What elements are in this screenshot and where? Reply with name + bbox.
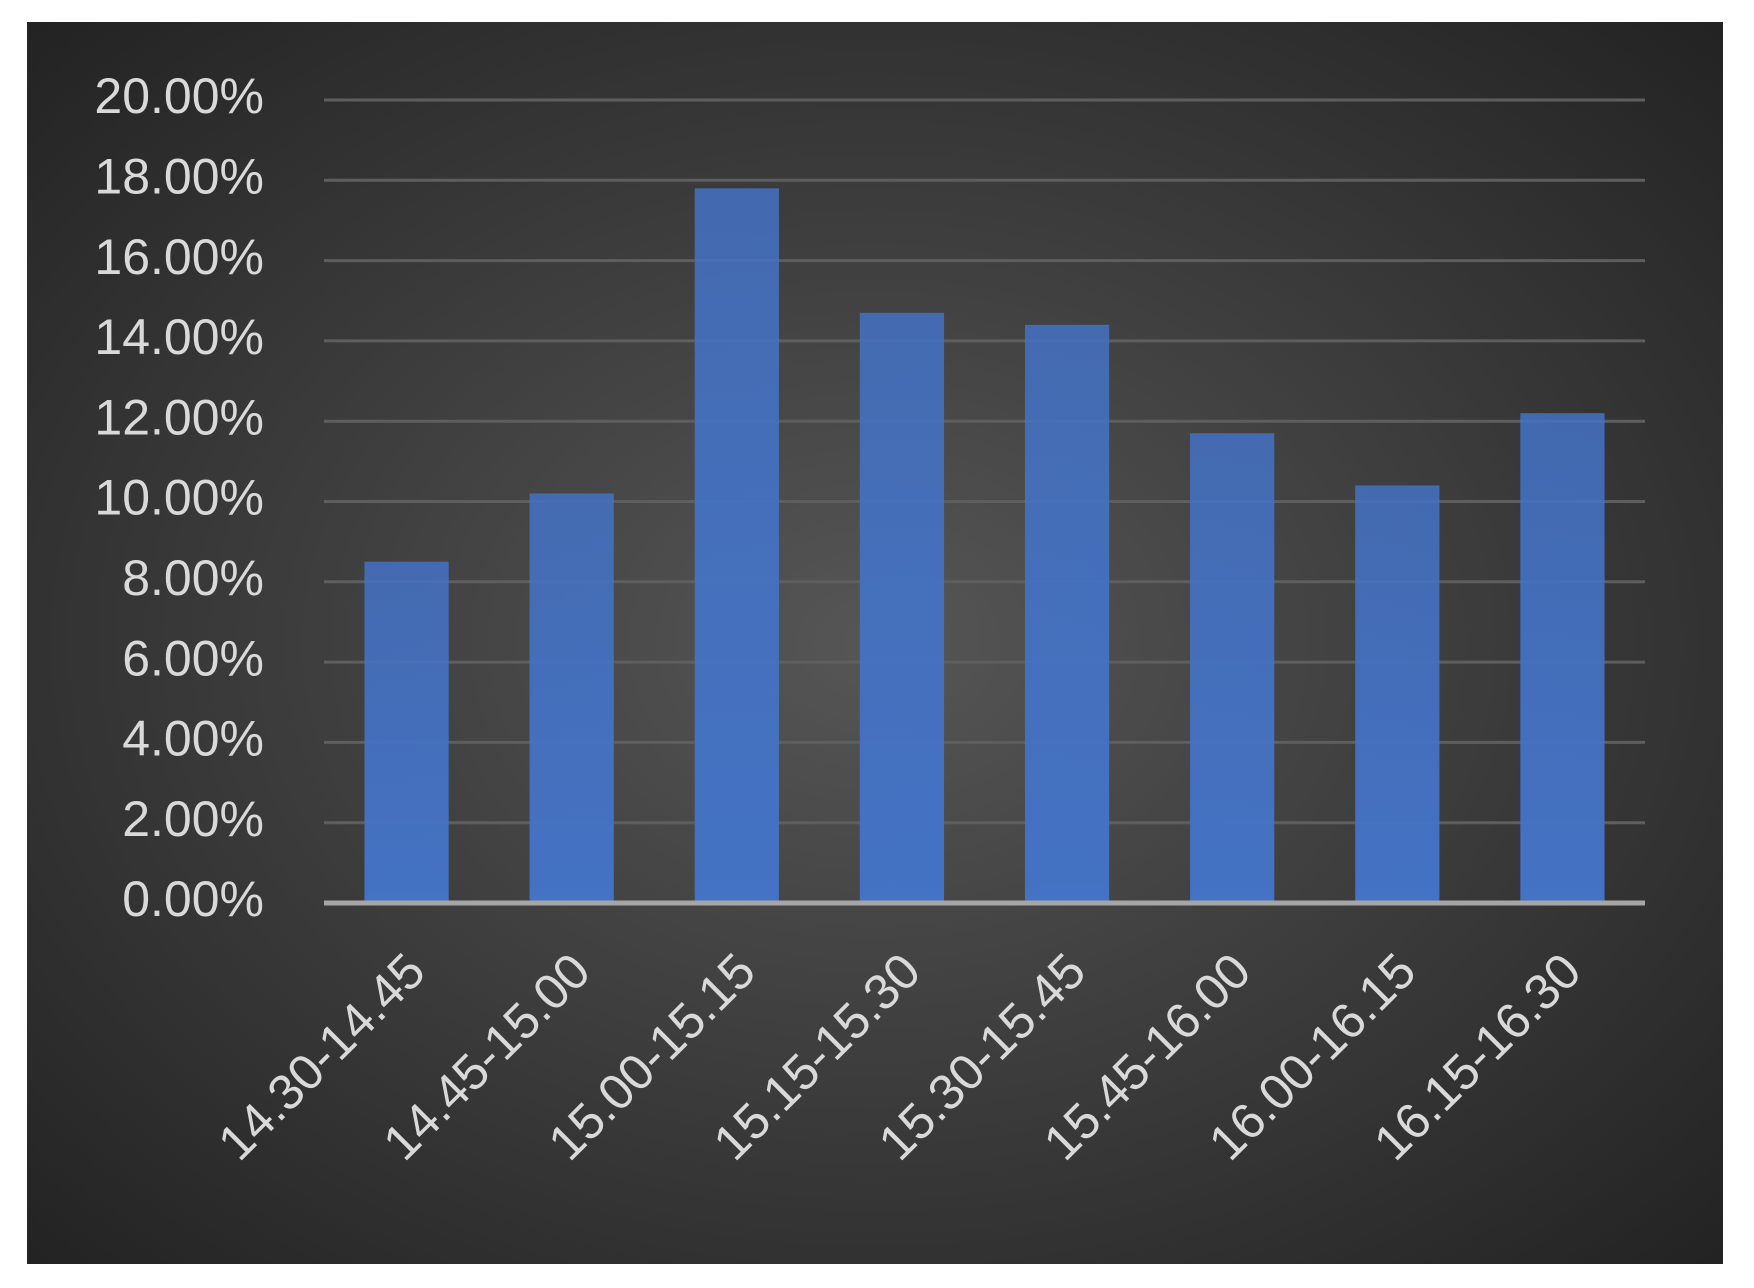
y-tick-label: 10.00%: [94, 470, 264, 526]
bar: [1355, 485, 1440, 903]
y-tick-label: 0.00%: [122, 871, 264, 927]
y-tick-label: 8.00%: [122, 550, 264, 606]
bar: [694, 188, 779, 903]
y-tick-label: 4.00%: [122, 711, 264, 767]
y-tick-label: 18.00%: [94, 149, 264, 205]
bar: [1190, 433, 1275, 903]
y-tick-label: 6.00%: [122, 630, 264, 686]
bar: [364, 561, 449, 903]
bar: [1024, 324, 1110, 904]
y-tick-label: 12.00%: [94, 389, 264, 445]
y-tick-label: 14.00%: [94, 309, 264, 365]
y-tick-label: 20.00%: [94, 68, 264, 124]
bar: [529, 493, 614, 903]
bar: [1520, 413, 1605, 903]
bar: [859, 312, 945, 903]
y-tick-label: 16.00%: [94, 229, 264, 285]
y-tick-label: 2.00%: [122, 791, 264, 847]
